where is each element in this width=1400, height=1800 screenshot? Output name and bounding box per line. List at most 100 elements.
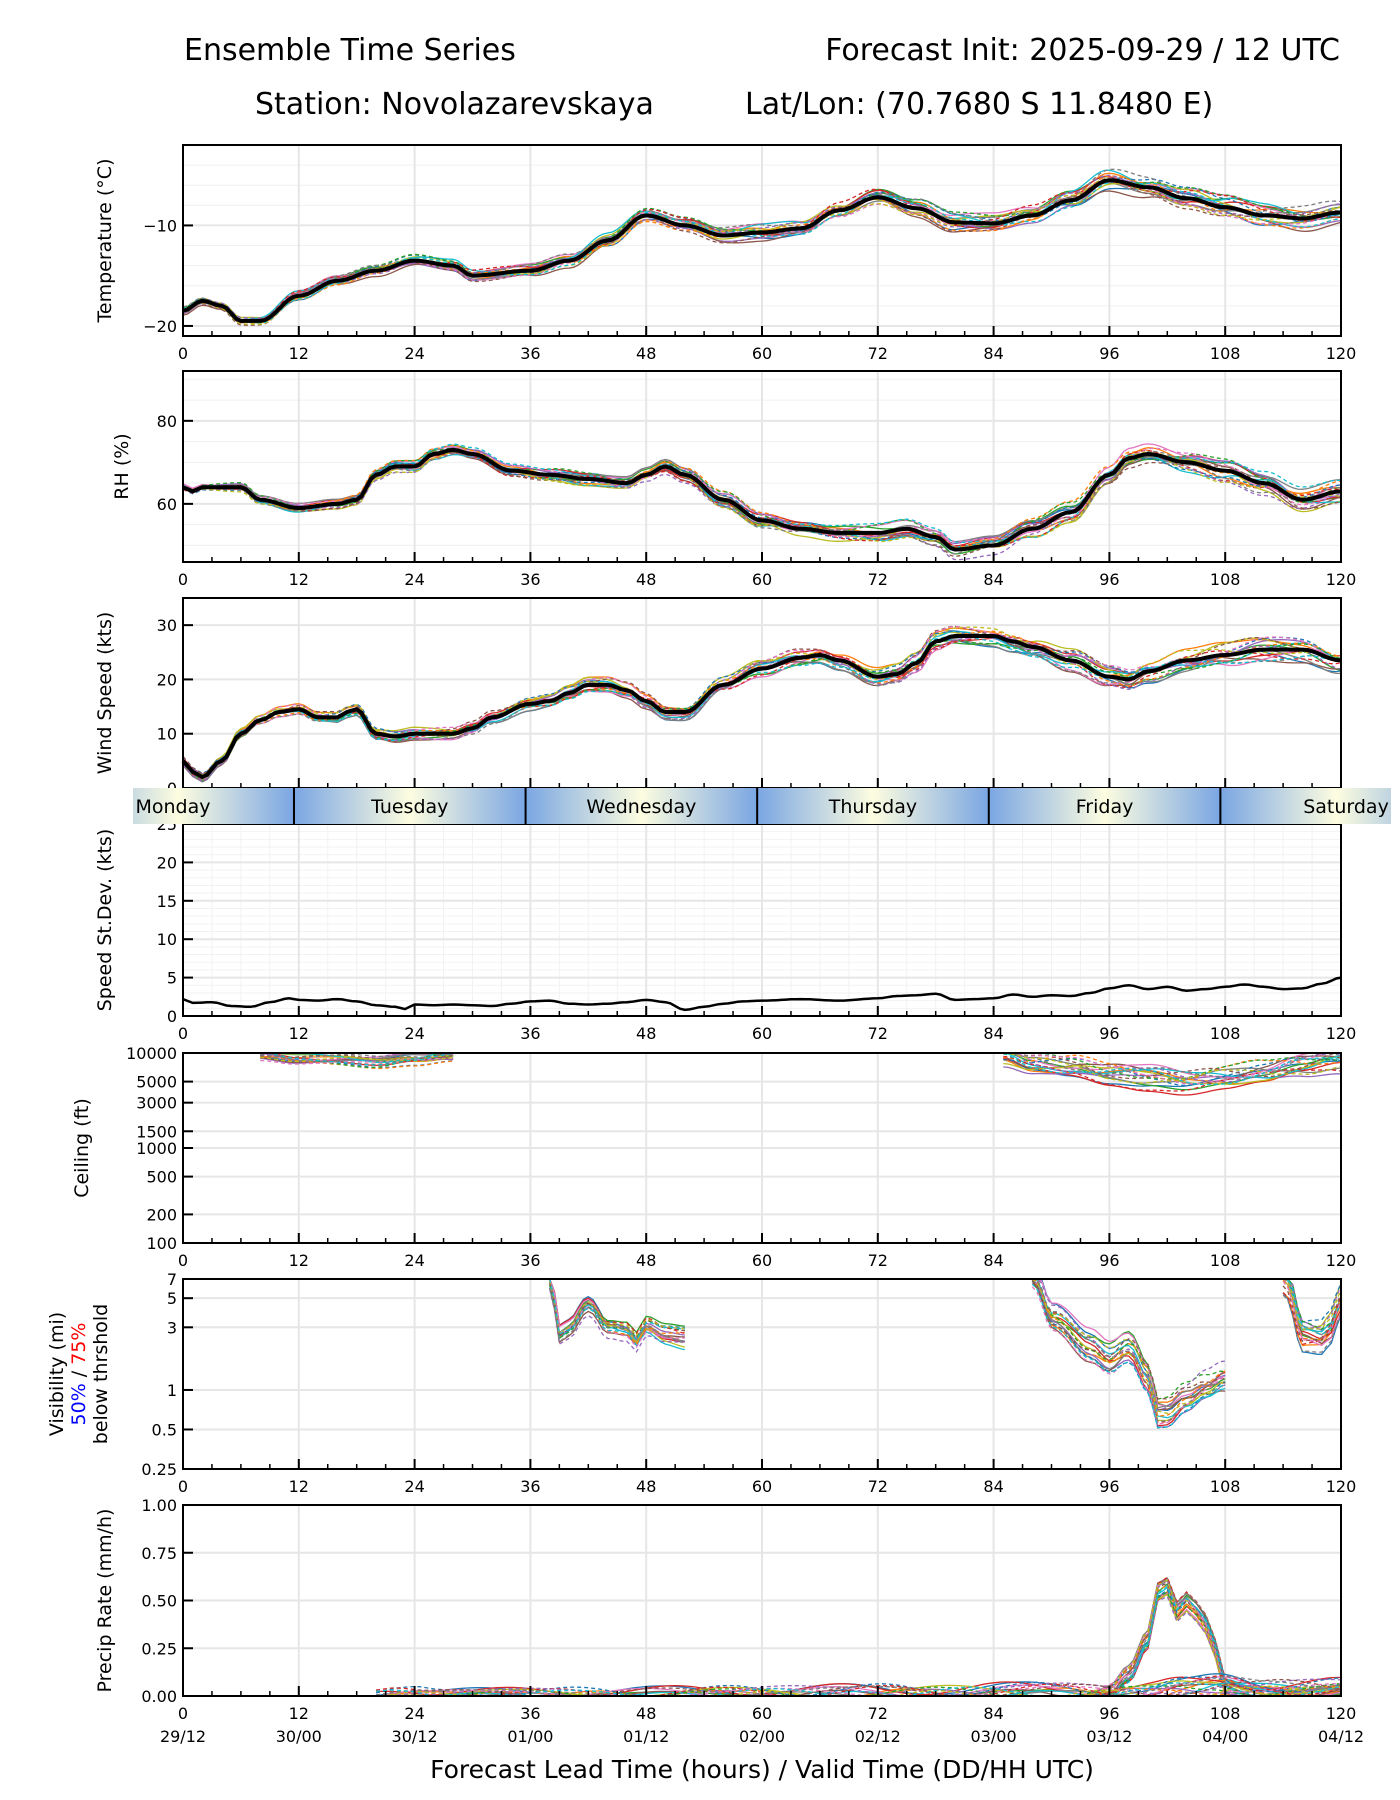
panel-precip_rate: 0 12 24 36 48 60 72 84 96 108 120 0.00 0.25 0.50 0.75 1…: [94, 1496, 1364, 1784]
ensemble-mean-line: [181, 634, 1342, 780]
x-tick-label: 72: [868, 1251, 888, 1270]
x-tick-label: 120: [1326, 1477, 1357, 1496]
x-tick-label: 36: [520, 1704, 540, 1723]
band-mask-right: [1391, 788, 1400, 824]
x-tick-label: 48: [636, 1477, 656, 1496]
ensemble-member-line: [549, 1287, 685, 1344]
x-tick-label: 108: [1210, 1704, 1241, 1723]
y-tick-label: 80: [157, 412, 177, 431]
x-tick-label: 120: [1326, 344, 1357, 363]
x-tick-label: 96: [1099, 1251, 1119, 1270]
ensemble-member-line: [1282, 1281, 1342, 1342]
ensemble-member-line: [1090, 1579, 1342, 1697]
day-label-wednesday: Wednesday: [586, 796, 696, 818]
x-axis-label: Forecast Lead Time (hours) / Valid Time …: [430, 1755, 1094, 1784]
x-tick-time-label: 01/00: [507, 1727, 553, 1746]
x-tick-label: 96: [1099, 1477, 1119, 1496]
ensemble-member-line: [182, 634, 1342, 779]
x-tick-label: 48: [636, 570, 656, 589]
x-tick-time-label: 03/12: [1086, 1727, 1132, 1746]
threshold-50-label: 50%: [68, 1383, 90, 1425]
ensemble-member-line: [1090, 1595, 1341, 1697]
x-tick-label: 48: [636, 1024, 656, 1043]
x-tick-label: 108: [1210, 1251, 1241, 1270]
threshold-separator: /: [68, 1365, 90, 1383]
x-tick-label: 60: [752, 1024, 772, 1043]
ensemble-member-line: [1089, 1576, 1341, 1697]
y-tick-label: 100: [146, 1234, 177, 1253]
x-tick-label: 60: [752, 1477, 772, 1496]
ensemble-member-line: [260, 1056, 454, 1063]
ensemble-member-line: [549, 1279, 685, 1334]
ensemble-member-line: [1090, 1579, 1342, 1697]
ensemble-member-line: [1003, 1052, 1342, 1084]
ensemble-member-line: [182, 633, 1342, 782]
ensemble-member-line: [549, 1278, 685, 1349]
y-tick-label: 0.25: [141, 1639, 177, 1658]
x-tick-label: 48: [636, 344, 656, 363]
x-tick-label: 36: [520, 344, 540, 363]
x-tick-time-label: 04/12: [1318, 1727, 1364, 1746]
y-tick-label: 3: [167, 1318, 177, 1337]
x-tick-label: 72: [868, 1024, 888, 1043]
y-tick-label: 10: [157, 725, 177, 744]
panel-temperature: 0 12 24 36 48 60 72 84 96 108 120 −20 −10 Temperature…: [94, 144, 1357, 363]
x-tick-label: 72: [868, 344, 888, 363]
x-tick-label: 84: [983, 1024, 1003, 1043]
x-tick-label: 108: [1210, 344, 1241, 363]
ensemble-member-line: [260, 1054, 454, 1070]
chart-title: Ensemble Time Series: [184, 33, 516, 68]
ensemble-member-line: [1089, 1580, 1341, 1697]
day-label-tuesday: Tuesday: [370, 796, 448, 818]
x-tick-label: 60: [752, 1251, 772, 1270]
x-tick-label: 48: [636, 1251, 656, 1270]
x-tick-label: 48: [636, 1704, 656, 1723]
x-tick-label: 24: [404, 1477, 424, 1496]
y-tick-label: 7: [167, 1270, 177, 1289]
y-tick-label: 1000: [136, 1139, 177, 1158]
x-tick-label: 12: [289, 1251, 309, 1270]
ensemble-member-line: [549, 1288, 685, 1353]
x-tick-label: 12: [289, 1704, 309, 1723]
y-tick-label: 5000: [136, 1073, 177, 1092]
x-tick-label: 84: [983, 1251, 1003, 1270]
ensemble-member-line: [1003, 1053, 1342, 1084]
y-tick-label: 500: [146, 1168, 177, 1187]
y-tick-label: 0.25: [141, 1460, 177, 1479]
x-tick-label: 36: [520, 1024, 540, 1043]
ensemble-member-line: [1032, 1278, 1226, 1412]
x-tick-label: 36: [520, 1477, 540, 1496]
x-tick-time-label: 04/00: [1202, 1727, 1248, 1746]
x-tick-label: 72: [868, 1704, 888, 1723]
ensemble-mean-line: [182, 447, 1342, 552]
day-label-friday: Friday: [1076, 796, 1134, 818]
x-tick-label: 36: [520, 570, 540, 589]
y-tick-label: 0.50: [141, 1592, 177, 1611]
ensemble-member-line: [1031, 1278, 1226, 1423]
x-tick-time-label: 29/12: [160, 1727, 206, 1746]
ensemble-member-line: [1282, 1294, 1342, 1353]
x-tick-time-label: 02/12: [855, 1727, 901, 1746]
ensemble-member-line: [375, 1676, 1342, 1697]
x-tick-label: 120: [1326, 1704, 1357, 1723]
y-axis-label: Temperature (°C): [94, 159, 116, 324]
ensemble-member-line: [182, 444, 1342, 549]
y-tick-label: 5: [167, 969, 177, 988]
x-tick-label: 0: [178, 344, 188, 363]
x-tick-label: 84: [983, 1704, 1003, 1723]
ensemble-member-line: [1032, 1278, 1226, 1422]
ensemble-member-line: [260, 1052, 454, 1066]
y-tick-label: 5: [167, 1289, 177, 1308]
x-tick-label: 120: [1326, 570, 1357, 589]
ensemble-member-line: [1003, 1052, 1341, 1085]
day-segment: [525, 788, 758, 824]
y-tick-label: 10000: [126, 1044, 177, 1063]
x-tick-label: 0: [178, 1704, 188, 1723]
x-tick-time-label: 01/12: [623, 1727, 669, 1746]
panel-ceiling: 0 12 24 36 48 60 72 84 96 108 120 100 200 500 10001500…: [71, 1044, 1356, 1270]
x-tick-label: 24: [404, 1024, 424, 1043]
ensemble-member-line: [260, 1053, 454, 1059]
x-tick-label: 108: [1210, 1024, 1241, 1043]
ensemble-member-line: [1031, 1283, 1226, 1429]
